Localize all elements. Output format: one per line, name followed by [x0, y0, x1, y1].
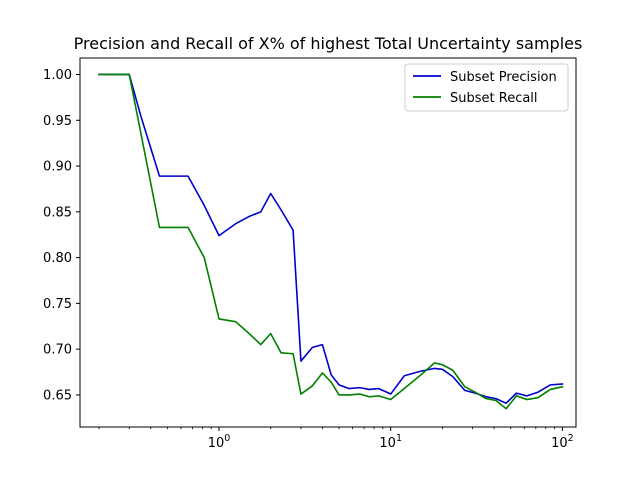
y-tick-label: 0.75: [43, 297, 72, 312]
data-point-subset-recall: [218, 318, 219, 319]
data-point-subset-recall: [235, 321, 236, 322]
data-point-subset-precision: [260, 211, 261, 212]
y-tick-label: 0.70: [43, 343, 72, 358]
data-point-subset-precision: [249, 216, 250, 217]
data-point-subset-recall: [348, 394, 349, 395]
x-tick-label: 102: [551, 433, 574, 451]
data-point-subset-recall: [322, 372, 323, 373]
data-point-subset-precision: [292, 230, 293, 231]
data-point-subset-precision: [331, 374, 332, 375]
data-point-subset-precision: [550, 384, 551, 385]
data-point-subset-precision: [562, 383, 563, 384]
data-point-subset-recall: [378, 395, 379, 396]
data-point-subset-precision: [300, 360, 301, 361]
data-point-subset-recall: [562, 386, 563, 387]
data-point-subset-recall: [331, 382, 332, 383]
data-point-subset-recall: [495, 400, 496, 401]
legend-label-subset-precision: Subset Precision: [450, 70, 557, 85]
data-point-subset-precision: [495, 398, 496, 399]
data-point-subset-precision: [378, 388, 379, 389]
axis-layer: 0.65 0.70 0.75 0.80 0.85 0.90 0.95 1.00 100 101 10…: [43, 68, 574, 451]
data-point-subset-precision: [486, 396, 487, 397]
y-tick-label: 1.00: [43, 68, 72, 83]
data-point-subset-precision: [140, 115, 141, 116]
plot-frame: [79, 57, 577, 428]
y-tick-label: 0.80: [43, 251, 72, 266]
data-point-subset-precision: [390, 393, 391, 394]
data-point-subset-recall: [506, 408, 507, 409]
y-tick-label: 0.95: [43, 114, 72, 129]
data-point-subset-precision: [516, 393, 517, 394]
data-point-subset-precision: [312, 347, 313, 348]
data-point-subset-recall: [338, 394, 339, 395]
data-point-subset-precision: [452, 376, 453, 377]
data-point-subset-recall: [537, 397, 538, 398]
data-point-subset-precision: [204, 205, 205, 206]
data-point-subset-recall: [474, 392, 475, 393]
data-point-subset-precision: [281, 209, 282, 210]
data-point-subset-recall: [249, 333, 250, 334]
series-line-subset-recall: [98, 73, 564, 410]
data-point-subset-precision: [404, 375, 405, 376]
data-point-subset-precision: [464, 390, 465, 391]
data-point-subset-precision: [187, 176, 188, 177]
chart-title: Precision and Recall of X% of highest To…: [74, 34, 583, 53]
data-point-subset-recall: [300, 393, 301, 394]
data-point-subset-recall: [281, 352, 282, 353]
data-point-subset-precision: [369, 389, 370, 390]
data-point-subset-recall: [369, 396, 370, 397]
x-tick-label: 100: [208, 433, 231, 451]
y-tick-label: 0.65: [43, 388, 72, 403]
data-point-subset-precision: [434, 368, 435, 369]
data-point-subset-precision: [270, 193, 271, 194]
data-point-subset-precision: [506, 403, 507, 404]
data-point-subset-recall: [516, 395, 517, 396]
legend-box: [404, 63, 569, 112]
data-point-subset-recall: [404, 388, 405, 389]
data-point-subset-precision: [174, 176, 175, 177]
data-point-subset-precision: [348, 388, 349, 389]
data-point-subset-precision: [420, 371, 421, 372]
data-point-subset-recall: [442, 364, 443, 365]
y-tick-label: 0.85: [43, 205, 72, 220]
data-point-subset-recall: [115, 74, 116, 75]
data-point-subset-recall: [486, 398, 487, 399]
x-tick-label: 101: [379, 433, 402, 451]
data-point-subset-recall: [526, 399, 527, 400]
data-point-subset-recall: [420, 374, 421, 375]
data-point-subset-recall: [204, 257, 205, 258]
data-point-subset-recall: [292, 353, 293, 354]
data-point-subset-precision: [338, 384, 339, 385]
data-point-subset-precision: [359, 387, 360, 388]
data-point-subset-recall: [187, 227, 188, 228]
data-point-subset-recall: [98, 74, 99, 75]
data-point-subset-precision: [235, 223, 236, 224]
y-tick-label: 0.90: [43, 160, 72, 175]
series-layer: [98, 73, 564, 410]
legend: Subset Precision Subset Recall: [404, 63, 569, 112]
data-point-subset-recall: [359, 393, 360, 394]
data-point-subset-recall: [159, 227, 160, 228]
data-point-subset-recall: [434, 362, 435, 363]
data-point-subset-recall: [464, 386, 465, 387]
data-point-subset-precision: [442, 369, 443, 370]
data-point-subset-recall: [260, 344, 261, 345]
data-point-subset-recall: [452, 370, 453, 371]
data-point-subset-precision: [218, 235, 219, 236]
data-point-subset-recall: [270, 333, 271, 334]
data-point-subset-recall: [129, 74, 130, 75]
legend-label-subset-recall: Subset Recall: [450, 91, 538, 106]
data-point-subset-precision: [526, 395, 527, 396]
data-point-subset-precision: [322, 344, 323, 345]
data-point-subset-recall: [390, 399, 391, 400]
data-point-subset-recall: [550, 389, 551, 390]
data-point-subset-precision: [537, 392, 538, 393]
series-line-subset-precision: [98, 73, 564, 404]
data-point-subset-recall: [312, 385, 313, 386]
data-point-subset-precision: [159, 176, 160, 177]
